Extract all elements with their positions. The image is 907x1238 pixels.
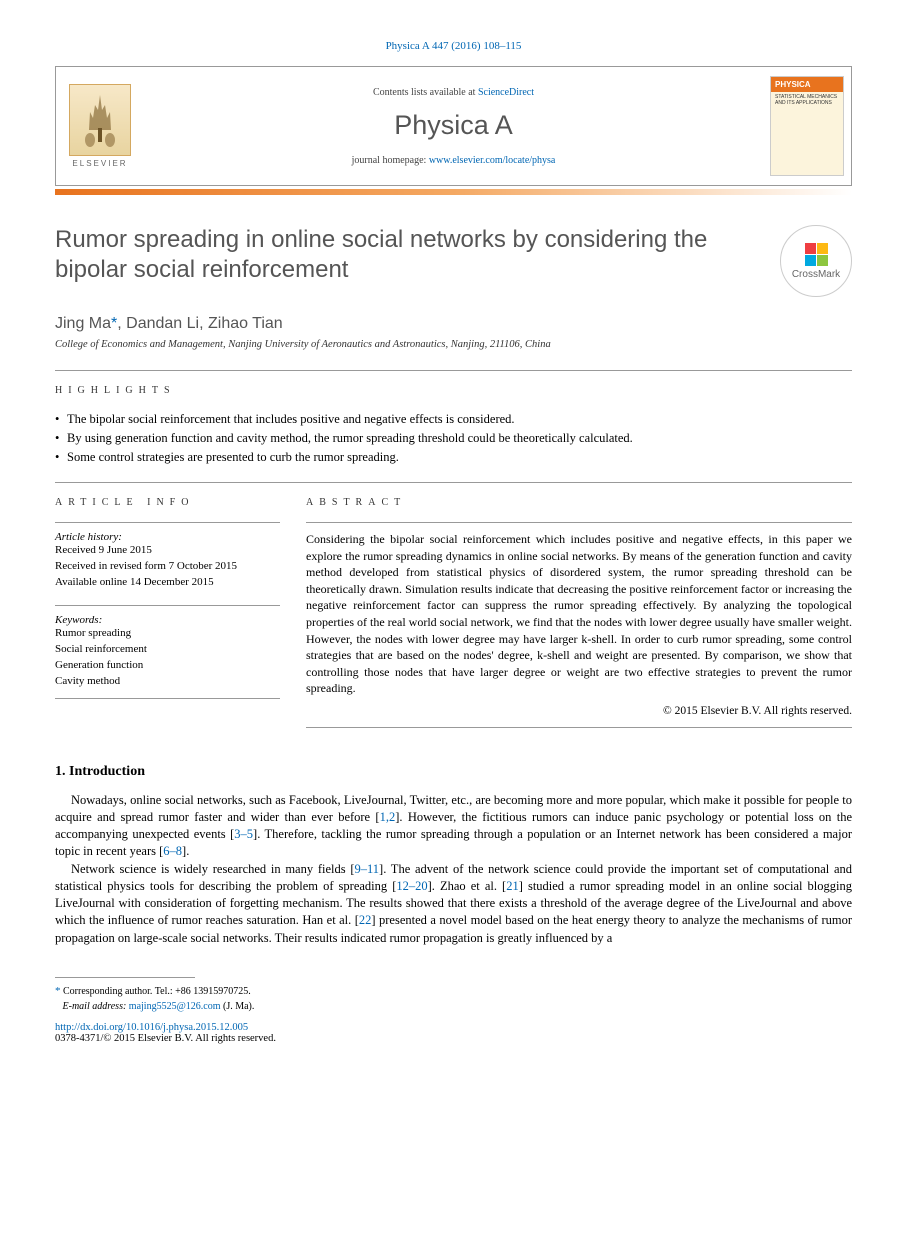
- cover-title: PHYSICA: [771, 77, 843, 92]
- email-label: E-mail address:: [63, 1001, 129, 1012]
- elsevier-label: ELSEVIER: [72, 159, 127, 168]
- cm-red: [805, 243, 816, 254]
- header-center: Contents lists available at ScienceDirec…: [144, 67, 763, 185]
- text: ]. Zhao et al. [: [428, 879, 507, 893]
- history-line: Received 9 June 2015: [55, 543, 280, 559]
- article-info-heading: article info: [55, 497, 280, 508]
- crossmark-label: CrossMark: [792, 269, 840, 280]
- issn-line: 0378-4371/© 2015 Elsevier B.V. All right…: [55, 1033, 852, 1044]
- keyword: Social reinforcement: [55, 642, 280, 658]
- keyword: Generation function: [55, 658, 280, 674]
- cm-yellow: [817, 243, 828, 254]
- info-abstract-row: article info Article history: Received 9…: [55, 497, 852, 741]
- footnote-corresponding: * Corresponding author. Tel.: +86 139159…: [55, 984, 852, 1000]
- footnote-separator: [55, 977, 195, 978]
- highlights-heading: highlights: [55, 385, 852, 396]
- highlights-list: The bipolar social reinforcement that in…: [55, 410, 852, 466]
- abstract-block: Considering the bipolar social reinforce…: [306, 522, 852, 727]
- abstract-heading: abstract: [306, 497, 852, 508]
- history-label: Article history:: [55, 531, 280, 543]
- keywords-label: Keywords:: [55, 614, 280, 626]
- authors-line: Jing Ma*, Dandan Li, Zihao Tian: [55, 315, 852, 333]
- ref-link[interactable]: 3–5: [234, 827, 253, 841]
- ref-link[interactable]: 21: [506, 879, 519, 893]
- crossmark-icon: [805, 243, 828, 266]
- keyword: Cavity method: [55, 674, 280, 690]
- journal-header-box: ELSEVIER Contents lists available at Sci…: [55, 66, 852, 186]
- intro-paragraph-1: Nowadays, online social networks, such a…: [55, 792, 852, 861]
- highlight-item: The bipolar social reinforcement that in…: [55, 410, 852, 429]
- divider-1: [55, 370, 852, 371]
- article-info-col: article info Article history: Received 9…: [55, 497, 280, 741]
- keyword: Rumor spreading: [55, 626, 280, 642]
- history-line: Available online 14 December 2015: [55, 575, 280, 591]
- email-suffix: (J. Ma).: [221, 1001, 255, 1012]
- cover-thumbnail-box: PHYSICA STATISTICAL MECHANICS AND ITS AP…: [763, 67, 851, 185]
- author-rest: , Dandan Li, Zihao Tian: [117, 315, 282, 332]
- footnote-email: E-mail address: majing5525@126.com (J. M…: [55, 1000, 852, 1015]
- divider-2: [55, 482, 852, 483]
- elsevier-logo-block: ELSEVIER: [56, 67, 144, 185]
- author-jing-ma: Jing Ma: [55, 315, 111, 332]
- journal-cover-thumb: PHYSICA STATISTICAL MECHANICS AND ITS AP…: [770, 76, 844, 176]
- homepage-link[interactable]: www.elsevier.com/locate/physa: [429, 155, 556, 166]
- intro-paragraph-2: Network science is widely researched in …: [55, 861, 852, 947]
- abstract-copyright: © 2015 Elsevier B.V. All rights reserved…: [306, 705, 852, 717]
- highlight-item: Some control strategies are presented to…: [55, 448, 852, 467]
- homepage-line: journal homepage: www.elsevier.com/locat…: [144, 155, 763, 166]
- corresponding-text: Corresponding author. Tel.: +86 13915970…: [63, 986, 251, 997]
- history-block: Article history: Received 9 June 2015 Re…: [55, 522, 280, 591]
- text: Network science is widely researched in …: [71, 862, 354, 876]
- cm-blue: [805, 255, 816, 266]
- affiliation: College of Economics and Management, Nan…: [55, 339, 852, 350]
- text: ].: [182, 844, 189, 858]
- keywords-block: Keywords: Rumor spreading Social reinfor…: [55, 605, 280, 699]
- contents-line: Contents lists available at ScienceDirec…: [144, 87, 763, 98]
- crossmark-badge[interactable]: CrossMark: [780, 225, 852, 297]
- gradient-divider: [55, 189, 852, 195]
- sciencedirect-link[interactable]: ScienceDirect: [478, 87, 534, 98]
- cm-green: [817, 255, 828, 266]
- homepage-label: journal homepage:: [352, 155, 429, 166]
- abstract-col: abstract Considering the bipolar social …: [306, 497, 852, 741]
- paper-title: Rumor spreading in online social network…: [55, 225, 760, 285]
- abstract-text: Considering the bipolar social reinforce…: [306, 531, 852, 696]
- footnote-star-icon: *: [55, 985, 61, 997]
- contents-text: Contents lists available at: [373, 87, 478, 98]
- ref-link[interactable]: 9–11: [354, 862, 379, 876]
- top-citation: Physica A 447 (2016) 108–115: [55, 40, 852, 52]
- intro-heading: 1. Introduction: [55, 764, 852, 780]
- ref-link[interactable]: 1,2: [380, 810, 396, 824]
- ref-link[interactable]: 6–8: [163, 844, 182, 858]
- highlight-item: By using generation function and cavity …: [55, 429, 852, 448]
- email-link[interactable]: majing5525@126.com: [129, 1001, 221, 1012]
- journal-name: Physica A: [144, 110, 763, 141]
- elsevier-tree-icon: [69, 84, 131, 156]
- ref-link[interactable]: 22: [359, 913, 372, 927]
- title-row: Rumor spreading in online social network…: [55, 225, 852, 297]
- ref-link[interactable]: 12–20: [396, 879, 427, 893]
- history-line: Received in revised form 7 October 2015: [55, 559, 280, 575]
- doi-link[interactable]: http://dx.doi.org/10.1016/j.physa.2015.1…: [55, 1022, 852, 1033]
- cover-subtitle: STATISTICAL MECHANICS AND ITS APPLICATIO…: [771, 92, 843, 108]
